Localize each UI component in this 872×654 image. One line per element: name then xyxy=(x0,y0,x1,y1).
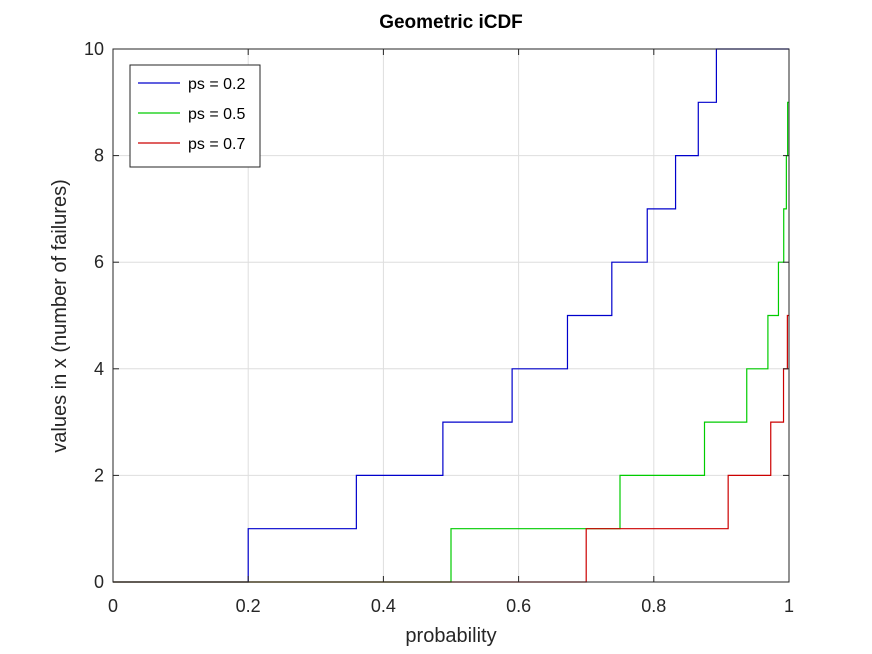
y-tick-label: 0 xyxy=(94,572,104,592)
axes xyxy=(112,48,790,583)
x-tick-label: 0.6 xyxy=(506,596,531,616)
legend: ps = 0.2 ps = 0.5 ps = 0.7 xyxy=(129,64,261,168)
series-line xyxy=(113,48,789,583)
y-tick-label: 2 xyxy=(94,465,104,485)
series-line xyxy=(113,101,789,583)
x-tick-label: 0.4 xyxy=(371,596,396,616)
legend-label: ps = 0.5 xyxy=(188,106,245,123)
x-axis-label: probability xyxy=(405,625,496,647)
y-tick-label: 10 xyxy=(84,39,104,59)
grid-lines xyxy=(113,49,789,582)
legend-box xyxy=(129,64,261,168)
chart-title: Geometric iCDF xyxy=(379,12,523,33)
y-tick-label: 4 xyxy=(94,359,104,379)
x-tick-label: 0.8 xyxy=(641,596,666,616)
y-tick-label: 8 xyxy=(94,146,104,166)
x-tick-label: 0 xyxy=(108,596,118,616)
legend-label: ps = 0.7 xyxy=(188,136,245,153)
series-line xyxy=(113,314,789,583)
y-tick-label: 6 xyxy=(94,252,104,272)
x-tick-label: 1 xyxy=(784,596,794,616)
legend-label: ps = 0.2 xyxy=(188,76,245,93)
plot-frame xyxy=(112,48,790,583)
x-tick-label: 0.2 xyxy=(236,596,261,616)
y-axis-label: values in x (number of failures) xyxy=(49,179,71,452)
series-lines xyxy=(113,48,789,583)
